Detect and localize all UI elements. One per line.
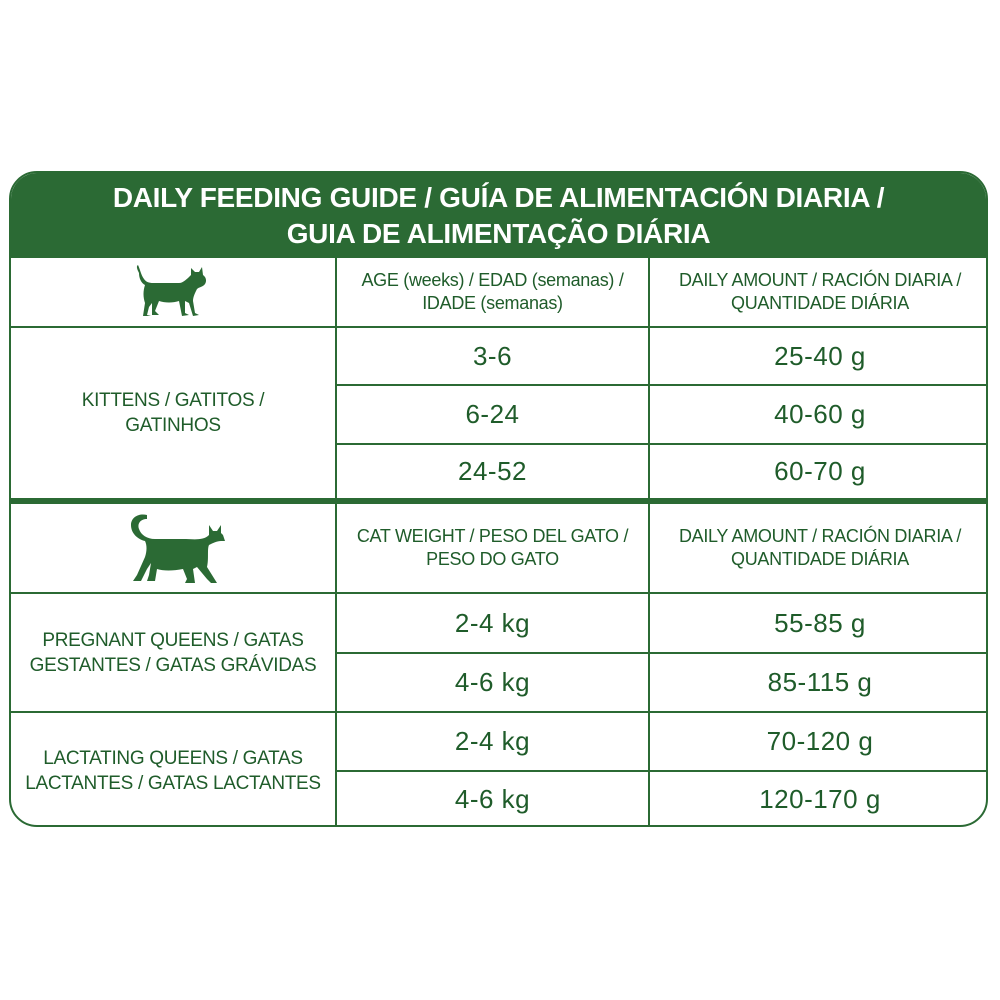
cat-weight-column-header: CAT WEIGHT / PESO DEL GATO / PESO DO GAT…	[337, 504, 648, 592]
divider	[11, 592, 986, 594]
lactating-label-line-1: LACTATING QUEENS / GATAS	[43, 748, 303, 769]
age-header-line-1: AGE (weeks) / EDAD (semanas) /	[361, 270, 624, 290]
divider	[335, 258, 337, 825]
divider	[11, 326, 986, 328]
feeding-guide-table: DAILY FEEDING GUIDE / GUÍA DE ALIMENTACI…	[9, 171, 988, 827]
table-cell-amount: 60-70 g	[774, 456, 866, 486]
table-cell-amount: 85-115 g	[767, 667, 873, 697]
divider	[335, 652, 986, 654]
amount-header-line-2: QUANTIDADE DIÁRIA	[731, 293, 909, 313]
table-cell-weight: 4-6 kg	[454, 667, 531, 697]
kittens-label-line-2: GATINHOS	[125, 415, 221, 436]
divider	[335, 770, 986, 772]
section-divider	[11, 498, 986, 504]
lactating-queens-label: LACTATING QUEENS / GATAS LACTANTES / GAT…	[11, 713, 335, 825]
table-cell-amount: 40-60 g	[774, 399, 866, 429]
kitten-icon	[11, 258, 335, 326]
table-title: DAILY FEEDING GUIDE / GUÍA DE ALIMENTACI…	[11, 173, 986, 258]
table-cell-weight: 4-6 kg	[454, 784, 531, 814]
daily-amount-column-header: DAILY AMOUNT / RACIÓN DIARIA / QUANTIDAD…	[650, 504, 986, 592]
weight-header-line-1: CAT WEIGHT / PESO DEL GATO /	[356, 526, 629, 546]
lactating-label-line-2: LACTANTES / GATAS LACTANTES	[25, 773, 321, 794]
table-cell-amount: 55-85 g	[774, 607, 866, 638]
title-line-2: GUIA DE ALIMENTAÇÃO DIÁRIA	[286, 217, 711, 249]
daily-amount-column-header: DAILY AMOUNT / RACIÓN DIARIA / QUANTIDAD…	[650, 258, 986, 326]
divider	[335, 384, 986, 386]
title-line-1: DAILY FEEDING GUIDE / GUÍA DE ALIMENTACI…	[112, 181, 885, 213]
table-cell-age: 6-24	[465, 399, 520, 429]
kittens-label: KITTENS / GATITOS / GATINHOS	[11, 328, 335, 498]
age-column-header: AGE (weeks) / EDAD (semanas) / IDADE (se…	[337, 258, 648, 326]
amount-header-line-1: DAILY AMOUNT / RACIÓN DIARIA /	[678, 270, 962, 290]
divider	[648, 258, 650, 825]
pregnant-label-line-2: GESTANTES / GATAS GRÁVIDAS	[29, 654, 317, 676]
pregnant-label-line-1: PREGNANT QUEENS / GATAS	[42, 629, 304, 651]
amount-header-line-2: QUANTIDADE DIÁRIA	[731, 549, 909, 569]
divider	[335, 443, 986, 445]
table-cell-amount: 70-120 g	[766, 726, 874, 756]
age-header-line-2: IDADE (semanas)	[422, 293, 563, 313]
cat-icon	[11, 504, 335, 592]
table-cell-weight: 2-4 kg	[454, 607, 531, 638]
pregnant-queens-label: PREGNANT QUEENS / GATAS GESTANTES / GATA…	[11, 594, 335, 711]
table-cell-age: 24-52	[458, 456, 527, 486]
weight-header-line-2: PESO DO GATO	[426, 549, 559, 569]
divider	[11, 711, 986, 713]
kittens-label-line-1: KITTENS / GATITOS /	[81, 390, 265, 411]
table-cell-amount: 25-40 g	[774, 340, 866, 371]
table-cell-amount: 120-170 g	[759, 784, 881, 814]
table-cell-weight: 2-4 kg	[454, 726, 531, 756]
amount-header-line-1: DAILY AMOUNT / RACIÓN DIARIA /	[678, 526, 962, 546]
table-cell-age: 3-6	[472, 340, 513, 371]
